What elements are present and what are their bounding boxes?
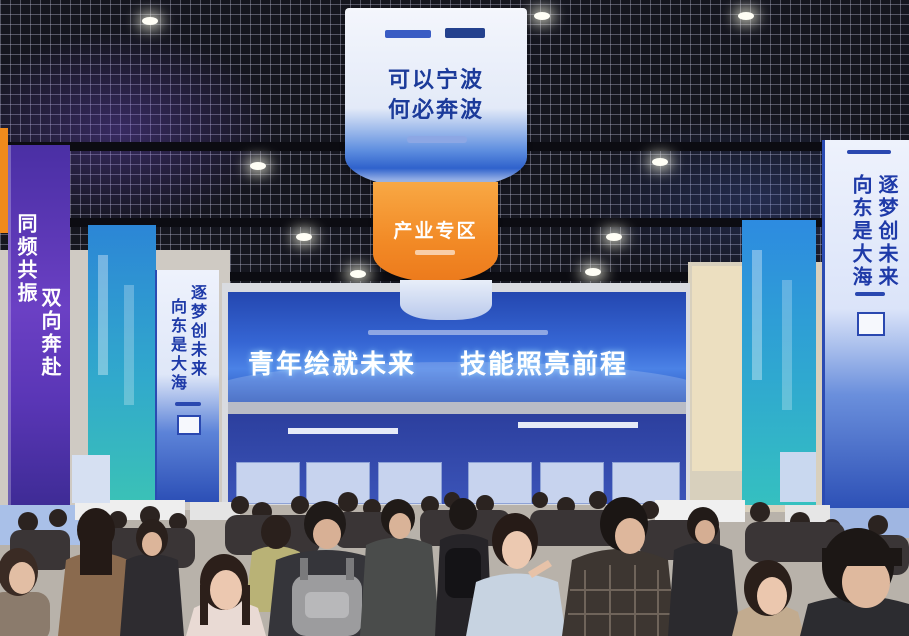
- orange-banner-label: 产业专区: [393, 220, 478, 242]
- ceiling-light: [606, 233, 622, 241]
- person-dark-coat-right: [668, 507, 740, 636]
- ceiling-light: [652, 158, 668, 166]
- hanging-banner-main: 可以宁波 何必奔波: [345, 8, 527, 190]
- orange-edge-strip: [0, 128, 8, 233]
- hand: [528, 560, 552, 578]
- person-backpack-man: [268, 501, 392, 636]
- pillar-left-text-2: 双向奔赴: [38, 287, 62, 379]
- pillar-logo: [855, 292, 885, 296]
- ceiling-light: [738, 12, 754, 20]
- backdrop-strip: [228, 402, 686, 414]
- pillar-left-text-1: 同频共振: [14, 213, 38, 305]
- beige-column: [692, 266, 742, 471]
- ceiling-light: [350, 270, 366, 278]
- ceiling-light: [250, 162, 266, 170]
- person-grey-jacket: [360, 499, 440, 636]
- banner-line-2: 何必奔波: [387, 98, 484, 123]
- pillar-teal-stripe: [98, 255, 108, 375]
- pillar-right-text-1: 逐梦创未来: [875, 174, 899, 289]
- pillar-left-purple: 同频共振 双向奔赴: [8, 145, 70, 510]
- ceiling-light: [296, 233, 312, 241]
- pillar-center-text-2: 向东是大海: [168, 298, 187, 393]
- slogan-right: 技能照亮前程: [460, 350, 629, 380]
- pillar-right-text-2: 向东是大海: [849, 174, 873, 289]
- plaid-pattern: [568, 565, 676, 636]
- banner-logo: [445, 28, 485, 38]
- booth-panel: [236, 462, 300, 504]
- pillar-blue-left: 逐梦创未来 向东是大海: [155, 270, 219, 502]
- pillar-blue-right: 逐梦创未来 向东是大海: [822, 140, 909, 515]
- pillar-logo: [175, 402, 201, 406]
- hanging-banner-orange: 产业专区: [373, 182, 498, 282]
- person-woman-right: [732, 560, 804, 636]
- booth-standee: [72, 455, 110, 503]
- pillar-qr-code: [177, 415, 201, 435]
- booth-sign-white: [190, 502, 240, 520]
- booth-panel: [306, 462, 370, 504]
- banner-line-1: 可以宁波: [387, 68, 484, 93]
- backdrop-wave: [228, 362, 686, 402]
- person-woman-white-coat: [186, 554, 266, 636]
- orange-banner-subline: [415, 250, 455, 255]
- ceiling-light: [585, 268, 601, 276]
- backdrop-subtitle-bar: [368, 330, 548, 335]
- banner-logo: [385, 30, 431, 38]
- person-woman-light-blue-coat: [466, 513, 566, 636]
- pillar-logo: [847, 150, 891, 154]
- pillar-center-text-1: 逐梦创未来: [188, 284, 207, 379]
- person-dark-jacket: [120, 519, 184, 636]
- slogan-left: 青年绘就未来: [248, 350, 417, 380]
- person-far-right: [800, 528, 909, 636]
- banner-tagline-bar: [407, 136, 467, 143]
- booth-wall: [228, 414, 686, 504]
- ceiling-light: [142, 17, 158, 25]
- booth-standee: [780, 452, 816, 502]
- background-bodies: [10, 510, 909, 575]
- pillar-teal-stripe: [782, 280, 792, 410]
- booth-sign: [518, 422, 638, 428]
- pillar-teal-stripe: [752, 250, 762, 380]
- person-far-left: [0, 548, 50, 636]
- person-plaid-coat: [562, 497, 676, 636]
- hanging-banner-small: [400, 280, 492, 320]
- pillar-teal-stripe: [124, 285, 134, 405]
- booth-sign: [288, 428, 398, 434]
- booth-panel: [468, 462, 532, 504]
- person-brown-coat: [58, 508, 138, 636]
- ceiling-light: [534, 12, 550, 20]
- pillar-qr-code: [857, 312, 885, 336]
